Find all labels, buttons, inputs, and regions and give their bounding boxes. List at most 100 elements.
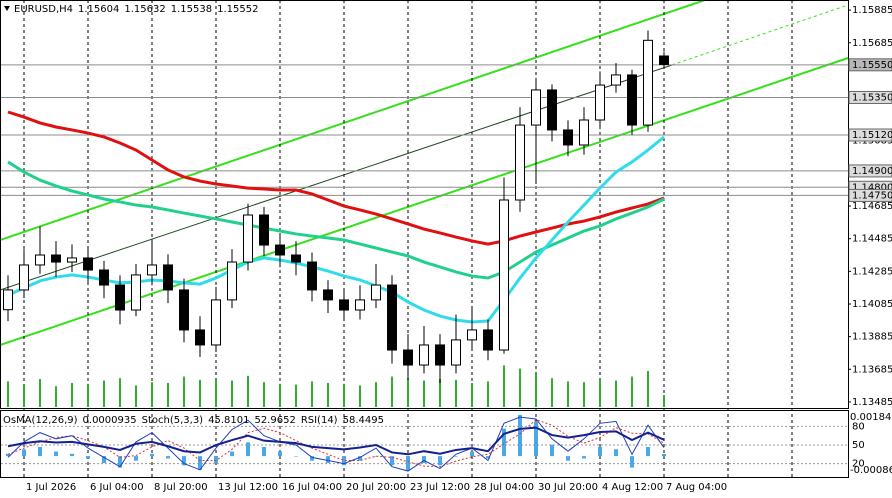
osma-bar bbox=[38, 446, 42, 457]
candle-body bbox=[499, 199, 509, 351]
level-label-box bbox=[848, 58, 892, 72]
candle-body bbox=[307, 261, 317, 291]
osma-bar bbox=[294, 456, 298, 457]
volume-bar bbox=[167, 383, 169, 407]
osma-bar bbox=[518, 414, 522, 457]
candle-body bbox=[595, 84, 605, 121]
channel-line bbox=[0, 57, 849, 346]
volume-bar bbox=[295, 384, 297, 407]
trend-line bbox=[0, 64, 673, 291]
volume-bar bbox=[391, 376, 393, 407]
volume-bar bbox=[87, 383, 89, 407]
volume-bar bbox=[631, 376, 633, 407]
osma-bar bbox=[150, 453, 154, 457]
candle-body bbox=[67, 257, 77, 263]
candle-body bbox=[211, 299, 221, 346]
osma-scale-label: -0.0008685 bbox=[850, 465, 892, 476]
osma-bar bbox=[342, 456, 346, 466]
volume-bar bbox=[39, 379, 41, 407]
trend-line bbox=[671, 4, 849, 66]
osma-bar bbox=[566, 456, 570, 461]
volume-bar bbox=[119, 378, 121, 407]
volume-bar bbox=[407, 378, 409, 407]
volume-bar bbox=[663, 395, 665, 407]
ohlc-value: 1.15632 bbox=[124, 4, 165, 15]
volume-bar bbox=[231, 380, 233, 407]
osma-bar bbox=[166, 456, 170, 459]
osma-bar bbox=[230, 451, 234, 457]
x-tick-label: 16 Jul 04:00 bbox=[282, 482, 342, 493]
y-tick-label: 1.14285 bbox=[852, 266, 892, 277]
level-label-box bbox=[848, 164, 892, 178]
candle-body bbox=[147, 264, 157, 276]
volume-bar bbox=[599, 379, 601, 407]
osma-bar bbox=[70, 453, 74, 457]
x-tick-label: 23 Jul 12:00 bbox=[410, 482, 470, 493]
volume-bar bbox=[183, 376, 185, 407]
candle-body bbox=[387, 284, 397, 351]
y-tick-label: 1.13885 bbox=[852, 332, 892, 343]
osma-bar bbox=[118, 456, 122, 468]
indicator-name: OsMA(12,26,9) bbox=[3, 415, 78, 426]
x-tick-label: 8 Jul 20:00 bbox=[154, 482, 208, 493]
osma-bar bbox=[310, 456, 314, 461]
osma-scale-label: 0.0018401 bbox=[850, 412, 892, 423]
candle-body bbox=[627, 74, 637, 126]
volume-bar bbox=[375, 382, 377, 407]
volume-bar bbox=[247, 375, 249, 407]
osma-bar bbox=[502, 428, 506, 457]
volume-bar bbox=[615, 380, 617, 407]
volume-bar bbox=[103, 380, 105, 407]
volume-bar bbox=[343, 383, 345, 407]
candle-body bbox=[275, 244, 285, 256]
volume-bar bbox=[471, 383, 473, 407]
main-pane-frame bbox=[0, 0, 849, 409]
osma-bar bbox=[598, 446, 602, 457]
volume-bar bbox=[199, 379, 201, 407]
candle-body bbox=[467, 329, 477, 341]
volume-bar bbox=[551, 378, 553, 407]
level-label-box bbox=[848, 128, 892, 142]
volume-bar bbox=[503, 365, 505, 407]
osma-bar bbox=[438, 456, 442, 466]
candle-body bbox=[371, 284, 381, 301]
candle-body bbox=[563, 129, 573, 146]
volume-bar bbox=[567, 381, 569, 407]
osma-bar bbox=[630, 456, 634, 468]
osma-bar bbox=[134, 456, 138, 461]
x-tick-label: 13 Jul 12:00 bbox=[218, 482, 278, 493]
y-tick-label: 1.14085 bbox=[852, 299, 892, 310]
candle-body bbox=[451, 339, 461, 366]
y-tick-label: 1.14485 bbox=[852, 234, 892, 245]
candle-body bbox=[403, 349, 413, 366]
candle-body bbox=[35, 254, 45, 266]
x-tick-label: 6 Jul 04:00 bbox=[90, 482, 144, 493]
indicator-tick-label: 20 bbox=[852, 459, 865, 470]
candle-body bbox=[659, 55, 669, 65]
indicator-line bbox=[7, 426, 665, 456]
y-tick-label: 1.13685 bbox=[852, 364, 892, 375]
osma-bar bbox=[582, 456, 586, 459]
level-label: 1.15550 bbox=[852, 60, 892, 71]
volume-bar bbox=[487, 381, 489, 407]
candle-body bbox=[579, 119, 589, 146]
indicator-line bbox=[7, 419, 665, 468]
moving-average bbox=[7, 135, 665, 324]
candle-body bbox=[291, 254, 301, 263]
candle-body bbox=[51, 254, 61, 263]
candle-body bbox=[435, 344, 445, 366]
volume-bar bbox=[263, 382, 265, 407]
indicator-pane-frame bbox=[0, 410, 849, 478]
x-tick-label: 30 Jul 20:00 bbox=[538, 482, 598, 493]
volume-bar bbox=[135, 385, 137, 407]
osma-bar bbox=[358, 456, 362, 461]
volume-bar bbox=[71, 383, 73, 407]
candle-body bbox=[131, 274, 141, 311]
osma-bar bbox=[550, 444, 554, 457]
candle-body bbox=[19, 264, 29, 291]
candle-body bbox=[179, 289, 189, 331]
volume-bar bbox=[7, 381, 9, 407]
moving-average bbox=[7, 110, 665, 246]
x-tick-label: 7 Aug 04:00 bbox=[666, 482, 727, 493]
volume-bar bbox=[423, 380, 425, 407]
